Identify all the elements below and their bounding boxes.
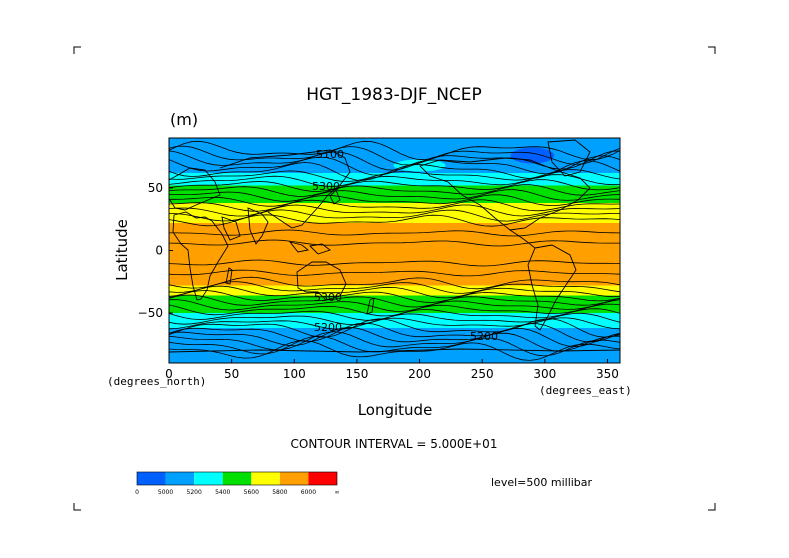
colorbar-label-5: 5800 xyxy=(272,489,287,496)
colorbar-label-6: 6000 xyxy=(301,489,316,496)
contour-line-9 xyxy=(169,189,620,202)
y-axis-label: Latitude xyxy=(113,219,131,281)
x-tick-labels: 0 50 100 150 200 250 300 350 xyxy=(165,359,619,381)
x-tick-label-100: 100 xyxy=(283,367,306,381)
x-tick-label-50: 50 xyxy=(224,367,239,381)
field-band-4 xyxy=(169,223,620,286)
contour-line-16 xyxy=(169,281,620,294)
x-tick-label-200: 200 xyxy=(408,367,431,381)
colorbar-label-2: 5200 xyxy=(187,489,202,496)
contour-line-15 xyxy=(169,276,620,290)
colorbar-label-0: 0 xyxy=(135,489,139,496)
y-tick-labels: −50 0 50 xyxy=(138,181,173,320)
y-tick-label-0: 0 xyxy=(155,244,163,258)
contour-line-27 xyxy=(169,326,620,348)
coastlines xyxy=(169,139,620,353)
colorbar-label-4: 5600 xyxy=(244,489,259,496)
contour-label-5100: 5100 xyxy=(316,148,344,161)
contour-line-28 xyxy=(169,331,620,352)
contour-line-21 xyxy=(169,303,620,317)
contour-line-26 xyxy=(169,322,620,343)
colorbar-swatch-1 xyxy=(165,472,195,485)
contour-line-30 xyxy=(169,340,620,361)
x-unit-label: (degrees_east) xyxy=(539,384,632,397)
field-ridge-patch xyxy=(393,159,446,172)
corner-marks xyxy=(73,46,716,511)
contour-line-18 xyxy=(169,290,620,303)
x-axis-label: Longitude xyxy=(358,401,433,419)
contour-line-17 xyxy=(169,285,620,299)
contour-label-5300: 5300 xyxy=(312,180,340,193)
colorbar-swatch-0 xyxy=(137,472,166,485)
contour-line-24 xyxy=(169,317,620,330)
contour-line-33 xyxy=(169,259,620,267)
y-tick-label-50: 50 xyxy=(148,181,163,195)
level-text: level=500 millibar xyxy=(491,476,593,489)
colorbar: 0 5000 5200 5400 5600 5800 6000 ∞ xyxy=(135,471,340,496)
x-tick-label-150: 150 xyxy=(345,367,368,381)
contour-line-0 xyxy=(169,140,620,161)
units-label: (m) xyxy=(170,110,198,129)
colorbar-swatch-4 xyxy=(251,472,280,485)
contour-line-23 xyxy=(169,312,620,326)
colorbar-frame xyxy=(136,471,338,486)
x-tick-label-0: 0 xyxy=(165,367,173,381)
x-tick-label-350: 350 xyxy=(596,367,619,381)
contour-line-14 xyxy=(169,214,620,227)
x-tick-label-250: 250 xyxy=(471,367,494,381)
contour-line-29 xyxy=(169,335,620,357)
contour-line-6 xyxy=(169,174,620,187)
contour-line-8 xyxy=(169,184,620,197)
colorbar-swatch-5 xyxy=(279,472,309,485)
colorbar-label-1: 5000 xyxy=(158,489,173,496)
contour-line-12 xyxy=(169,204,620,217)
x-tick-label-300: 300 xyxy=(533,367,556,381)
field-band-8 xyxy=(169,328,620,363)
colorbar-swatch-2 xyxy=(194,472,223,485)
colorbar-label-7: ∞ xyxy=(335,489,340,496)
field-band-5 xyxy=(169,285,620,296)
contour-line-25 xyxy=(169,318,620,338)
contour-line-10 xyxy=(169,194,620,207)
contour-line-7 xyxy=(169,179,620,192)
contour-label-5200-east: 5200 xyxy=(470,330,498,343)
field-band-6 xyxy=(169,295,620,313)
field-band-3 xyxy=(169,203,620,223)
contour-line-34 xyxy=(169,269,620,277)
contour-line-5 xyxy=(169,169,620,182)
contour-lines xyxy=(169,140,620,361)
contour-label-5300-south: 5300 xyxy=(314,291,342,304)
contour-line-19 xyxy=(169,294,620,308)
chart-title: HGT_1983-DJF_NCEP xyxy=(306,85,482,105)
contour-line-31 xyxy=(169,229,620,237)
contour-label-5200: 5200 xyxy=(314,321,342,334)
colorbar-swatch-6 xyxy=(308,472,337,485)
colorbar-swatch-3 xyxy=(222,472,252,485)
contour-line-3 xyxy=(169,155,620,176)
contour-interval-text: CONTOUR INTERVAL = 5.000E+01 xyxy=(291,437,498,451)
y-tick-label--50: −50 xyxy=(138,306,163,320)
contour-line-11 xyxy=(169,199,620,212)
contour-line-32 xyxy=(169,239,620,247)
y-unit-label: (degrees_north) xyxy=(107,375,206,388)
colorbar-label-3: 5400 xyxy=(215,489,230,496)
contour-line-20 xyxy=(169,299,620,312)
